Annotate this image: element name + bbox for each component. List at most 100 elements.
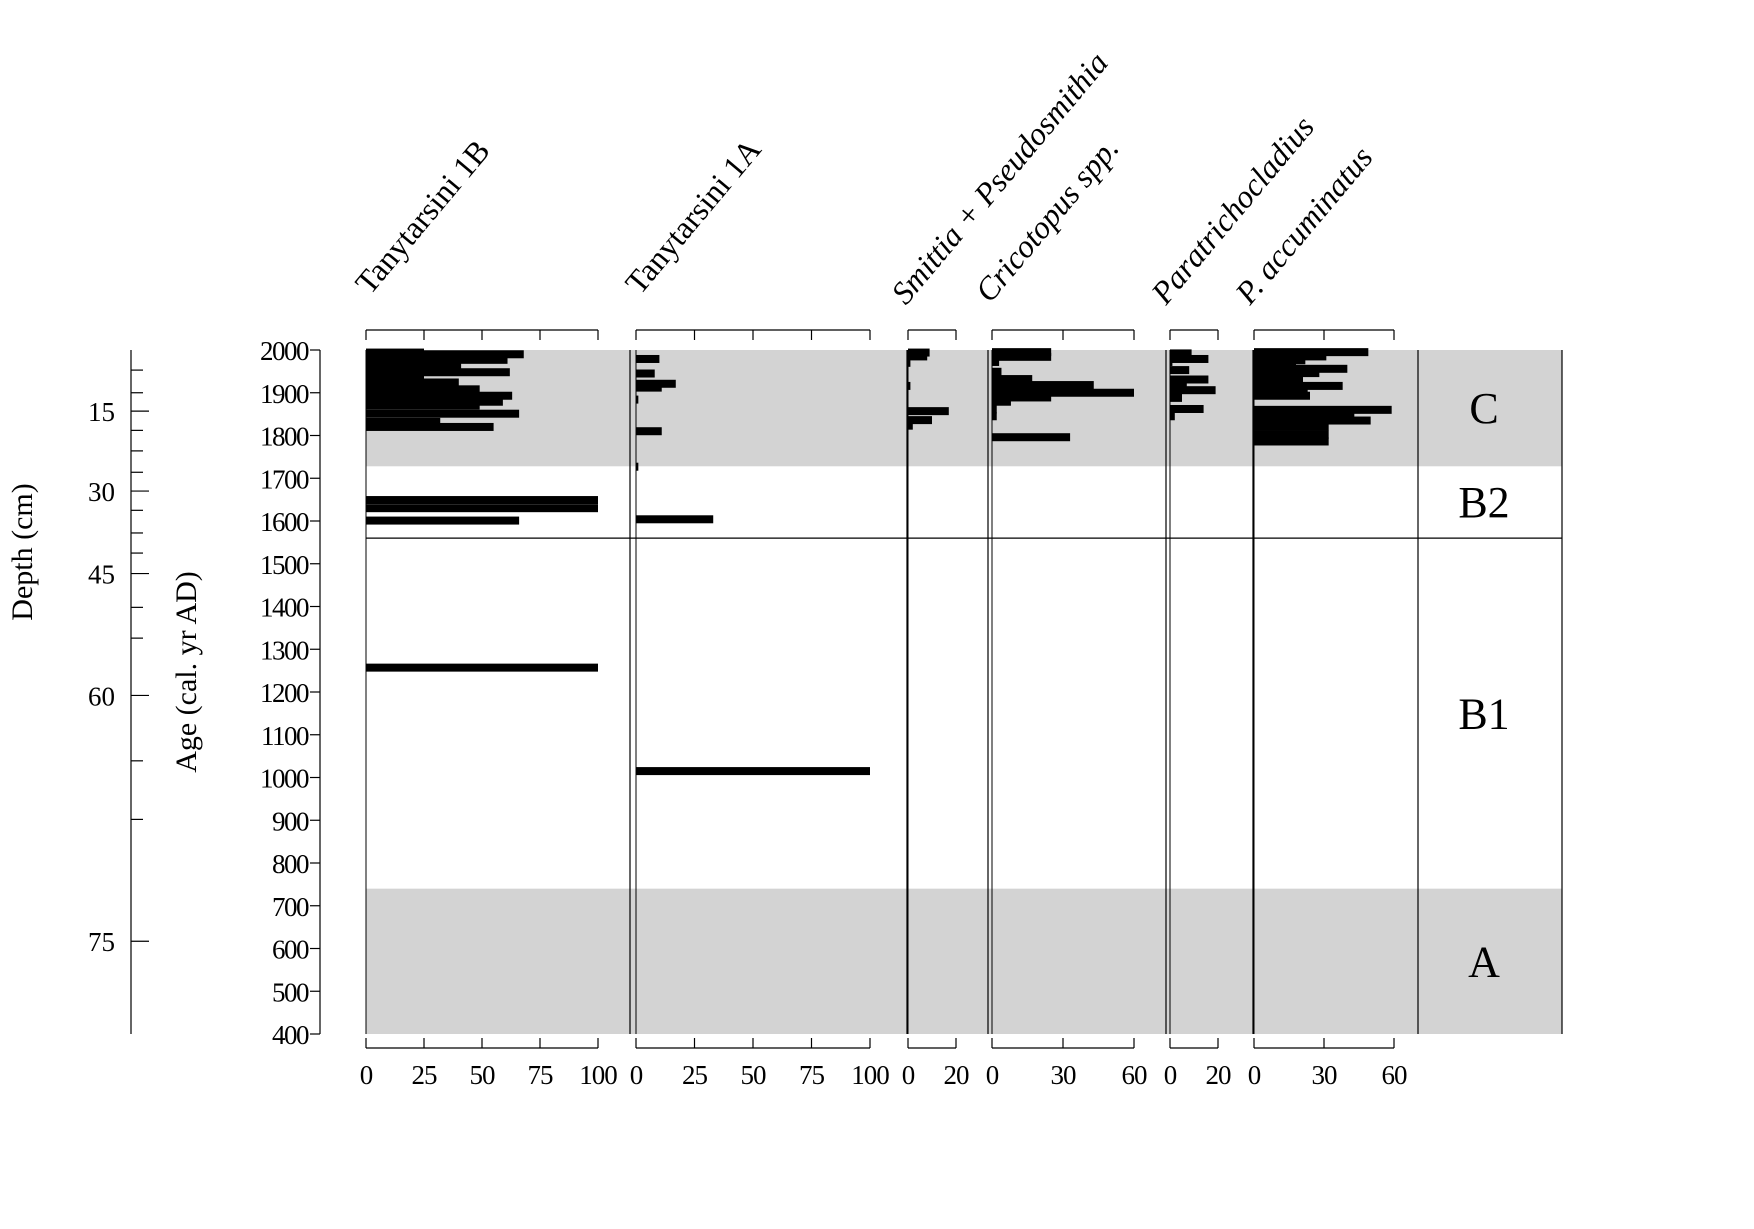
zone-label: A [1468, 937, 1500, 986]
bottom-scale-label: 25 [682, 1060, 708, 1090]
bar [366, 355, 508, 364]
age-tick-label: 500 [272, 977, 309, 1007]
bar [636, 767, 870, 776]
age-tick-label: 600 [272, 935, 309, 965]
bar [1254, 387, 1308, 396]
bottom-scale-label: 60 [1122, 1060, 1148, 1090]
bottom-scale-label: 0 [986, 1060, 999, 1090]
bottom-scale-label: 0 [630, 1060, 643, 1090]
bar [1254, 391, 1310, 400]
age-tick-label: 1400 [260, 593, 309, 623]
bottom-scale-label: 0 [902, 1060, 915, 1090]
bar [1254, 375, 1303, 384]
bar [908, 358, 911, 367]
bar [1254, 430, 1329, 439]
bar [1254, 405, 1392, 414]
bar [366, 417, 441, 426]
bar [366, 516, 520, 525]
bottom-scale-label: 100 [579, 1060, 617, 1090]
bar [908, 421, 913, 430]
age-tick-label: 1500 [260, 550, 309, 580]
bar [366, 504, 598, 513]
age-tick-label: 400 [272, 1020, 309, 1050]
bottom-scale-label: 30 [1312, 1060, 1338, 1090]
bar [366, 409, 520, 418]
bottom-scale-label: 0 [1248, 1060, 1261, 1090]
bar [992, 357, 1000, 366]
age-tick-label: 1300 [260, 635, 309, 665]
bottom-scale-label: 60 [1382, 1060, 1408, 1090]
bar [1170, 375, 1209, 384]
bar [1170, 404, 1204, 413]
depth-tick-label: 45 [88, 560, 115, 590]
bar [636, 354, 660, 363]
bar [1170, 349, 1192, 358]
bar [1254, 369, 1320, 378]
bottom-scale-label: 50 [470, 1060, 496, 1090]
bar [636, 369, 655, 378]
bar [366, 350, 524, 359]
bar [992, 375, 1033, 384]
bottom-scale-label: 50 [741, 1060, 767, 1090]
age-tick-label: 700 [272, 892, 309, 922]
stratigraphic-diagram: CB2B1A4005006007008009001000110012001300… [6, 45, 1563, 1090]
taxon-label: Tanytarsini 1B [348, 133, 497, 301]
age-axis-title: Age (cal. yr AD) [170, 571, 203, 773]
bar [1254, 416, 1371, 425]
bar [908, 381, 911, 390]
age-tick-label: 1600 [260, 507, 309, 537]
age-tick-label: 1100 [261, 721, 309, 751]
bottom-scale-label: 0 [360, 1060, 373, 1090]
taxon-label: Cricotopus spp. [968, 130, 1126, 308]
bottom-scale-label: 30 [1051, 1060, 1077, 1090]
bar [1170, 386, 1216, 395]
bar [366, 422, 494, 431]
bar [1170, 393, 1182, 402]
bar [1254, 437, 1329, 446]
bottom-scale-label: 25 [412, 1060, 438, 1090]
bar [1170, 366, 1190, 375]
bar [1254, 364, 1348, 373]
bar [636, 395, 639, 404]
bar [992, 388, 1134, 397]
depth-tick-label: 15 [88, 397, 115, 427]
age-tick-label: 800 [272, 849, 309, 879]
age-tick-label: 1200 [260, 678, 309, 708]
depth-tick-label: 75 [88, 927, 115, 957]
zone-shading-layer [366, 350, 1562, 1034]
bar [1254, 422, 1329, 431]
bar [1170, 354, 1209, 363]
bar [908, 407, 949, 416]
bar [366, 378, 459, 387]
bottom-scale-label: 100 [851, 1060, 889, 1090]
bar [1170, 357, 1173, 366]
bar-layer [366, 348, 1392, 776]
age-tick-label: 1700 [260, 464, 309, 494]
bar [992, 381, 1094, 390]
depth-tick-label: 30 [88, 477, 115, 507]
bar [992, 405, 997, 414]
age-tick-label: 1800 [260, 422, 309, 452]
zone-shade-a [366, 888, 1562, 1034]
taxon-label: Tanytarsini 1A [618, 131, 768, 300]
bar [366, 385, 480, 394]
bar [1254, 359, 1296, 368]
bar [366, 391, 513, 400]
bar [992, 352, 1052, 361]
bar [1254, 410, 1355, 419]
bar [908, 416, 932, 425]
bar [366, 496, 598, 505]
age-tick-label: 900 [272, 806, 309, 836]
bar [1170, 381, 1187, 390]
bar [908, 352, 928, 361]
zone-label: B2 [1458, 478, 1509, 527]
bar [366, 368, 510, 377]
bar [366, 663, 598, 672]
bar [636, 515, 714, 524]
bar [1254, 348, 1369, 357]
bottom-scale-label: 0 [1164, 1060, 1177, 1090]
bottom-scale-label: 20 [1206, 1060, 1232, 1090]
bar [636, 383, 662, 392]
bar [636, 462, 639, 471]
zone-label: B1 [1458, 689, 1509, 738]
